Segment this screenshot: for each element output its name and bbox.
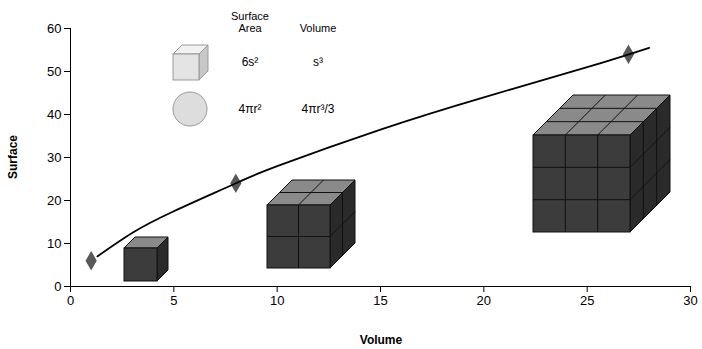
svg-text:50: 50 [47, 64, 61, 79]
svg-text:10: 10 [47, 236, 61, 251]
svg-text:Volume: Volume [360, 333, 403, 347]
svg-text:Volume: Volume [300, 22, 337, 34]
svg-text:20: 20 [477, 293, 491, 308]
svg-text:4πr²: 4πr² [239, 102, 262, 116]
svg-text:30: 30 [47, 150, 61, 165]
svg-text:25: 25 [580, 293, 594, 308]
svg-text:0: 0 [54, 279, 61, 294]
svg-text:6s²: 6s² [242, 55, 259, 69]
svg-text:20: 20 [47, 193, 61, 208]
svg-text:Surface: Surface [6, 135, 20, 179]
svg-text:40: 40 [47, 107, 61, 122]
svg-text:4πr³/3: 4πr³/3 [302, 102, 335, 116]
svg-text:30: 30 [683, 293, 697, 308]
svg-text:0: 0 [67, 293, 74, 308]
svg-text:Surface: Surface [231, 10, 269, 22]
svg-text:15: 15 [373, 293, 387, 308]
svg-text:5: 5 [170, 293, 177, 308]
svg-text:10: 10 [270, 293, 284, 308]
svg-text:60: 60 [47, 21, 61, 36]
svg-text:Area: Area [238, 22, 262, 34]
svg-text:s³: s³ [313, 55, 323, 69]
